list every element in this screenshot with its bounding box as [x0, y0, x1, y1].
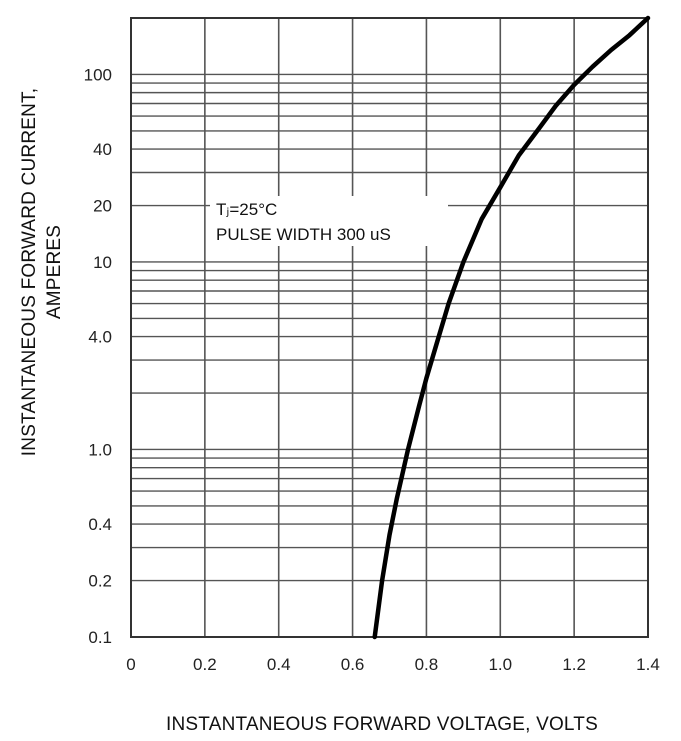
x-tick-label: 0 — [126, 655, 135, 674]
y-tick-label: 1.0 — [88, 440, 112, 459]
y-tick-labels: 0.1 0.2 0.4 1.0 4.0 10 20 40 100 — [84, 65, 112, 647]
x-tick-label: 0.6 — [341, 655, 365, 674]
y-tick-label: 0.1 — [88, 628, 112, 647]
x-tick-label: 0.8 — [415, 655, 439, 674]
data-series — [372, 15, 651, 640]
x-tick-labels: 0 0.2 0.4 0.6 0.8 1.0 1.2 1.4 — [126, 655, 660, 674]
y-axis-title-line1: INSTANTANEOUS FORWARD CURRENT, — [19, 88, 40, 456]
y-tick-label: 100 — [84, 65, 112, 84]
x-tick-label: 1.2 — [562, 655, 586, 674]
y-tick-label: 4.0 — [88, 328, 112, 347]
y-tick-label: 0.2 — [88, 572, 112, 591]
y-axis-title-line2: AMPERES — [44, 225, 65, 319]
plot-frame — [130, 17, 649, 638]
y-tick-label: 10 — [93, 253, 112, 272]
y-tick-label: 0.4 — [88, 515, 112, 534]
x-tick-label: 1.0 — [488, 655, 512, 674]
x-axis-title: INSTANTANEOUS FORWARD VOLTAGE, VOLTS — [166, 714, 598, 735]
x-tick-label: 0.4 — [267, 655, 291, 674]
y-tick-label: 40 — [93, 140, 112, 159]
x-tick-label: 0.2 — [193, 655, 217, 674]
plot-border — [130, 17, 649, 638]
annotation-pulse-width: PULSE WIDTH 300 uS — [216, 225, 391, 244]
x-tick-label: 1.4 — [636, 655, 660, 674]
grid-lines — [130, 17, 649, 638]
annotation-temperature: Tⱼ=25°C — [216, 200, 277, 219]
y-tick-label: 20 — [93, 197, 112, 216]
annotation-background — [210, 196, 448, 246]
series-line — [372, 15, 651, 640]
